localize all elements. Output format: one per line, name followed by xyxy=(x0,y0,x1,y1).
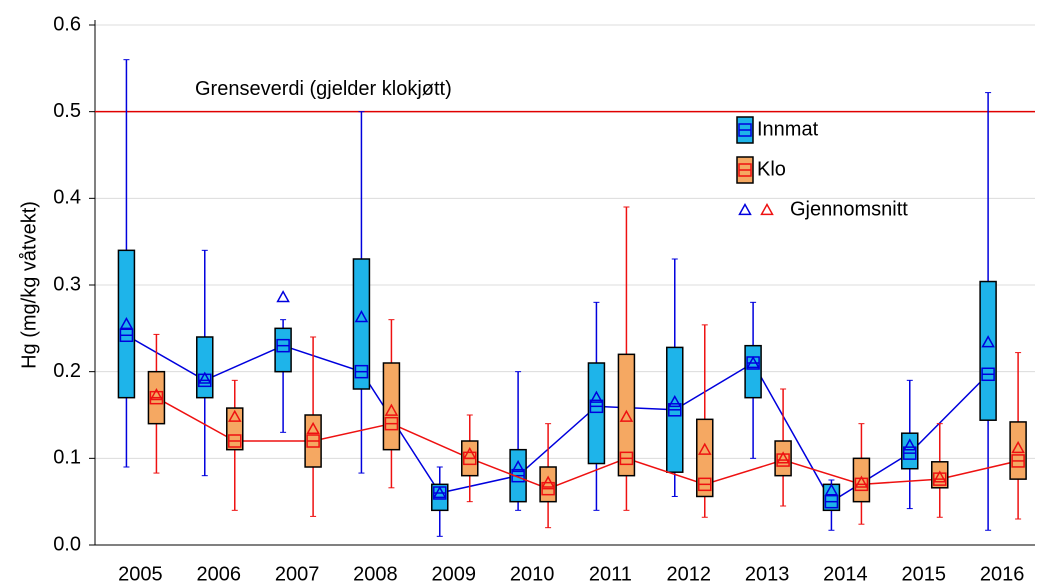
y-tick-label: 0.6 xyxy=(53,13,81,35)
legend-label: Gjennomsnitt xyxy=(790,198,908,220)
x-tick-label: 2010 xyxy=(510,563,555,585)
mean-marker xyxy=(981,335,995,348)
x-tick-label: 2008 xyxy=(353,563,398,585)
mean-marker xyxy=(149,388,164,401)
mean-marker xyxy=(589,390,604,403)
box xyxy=(744,344,762,399)
mean-marker xyxy=(746,355,760,369)
mean-marker xyxy=(462,446,477,460)
x-tick-label: 2006 xyxy=(197,563,242,585)
mean-marker xyxy=(432,485,447,499)
mean-marker xyxy=(667,394,682,408)
legend-label: Klo xyxy=(757,158,786,180)
mean-marker xyxy=(197,371,212,384)
box xyxy=(117,249,136,399)
mean-marker xyxy=(1011,440,1025,454)
mean-marker xyxy=(619,409,634,422)
mean-marker xyxy=(276,290,290,303)
box xyxy=(696,418,714,498)
y-tick-label: 0.0 xyxy=(53,533,81,555)
median-line xyxy=(126,334,989,503)
mean-marker xyxy=(854,475,869,488)
legend-mean-marker xyxy=(760,202,774,216)
x-tick-label: 2007 xyxy=(275,563,320,585)
x-tick-label: 2015 xyxy=(902,563,947,585)
mean-marker xyxy=(776,451,790,464)
x-tick-label: 2005 xyxy=(118,563,163,585)
x-tick-label: 2011 xyxy=(589,563,632,585)
y-tick-label: 0.1 xyxy=(53,447,81,469)
mean-marker xyxy=(932,470,947,483)
box xyxy=(774,440,792,477)
mean-marker xyxy=(227,409,242,422)
y-tick-label: 0.2 xyxy=(53,360,81,382)
y-axis-label: Hg (mg/kg våtvekt) xyxy=(18,201,40,369)
box xyxy=(979,280,997,421)
median-line xyxy=(156,397,1019,490)
mean-marker xyxy=(511,459,525,473)
x-tick-label: 2013 xyxy=(745,563,790,585)
box xyxy=(587,362,606,465)
x-tick-label: 2009 xyxy=(432,563,477,585)
box xyxy=(196,336,214,399)
x-tick-label: 2014 xyxy=(823,563,868,585)
y-tick-label: 0.3 xyxy=(53,273,81,295)
box xyxy=(352,258,371,390)
legend-mean-marker xyxy=(738,202,752,216)
box xyxy=(539,466,557,503)
x-tick-label: 2016 xyxy=(980,563,1025,585)
box xyxy=(1009,421,1027,480)
box xyxy=(617,353,636,477)
mean-marker xyxy=(541,475,555,488)
mean-marker xyxy=(902,438,917,451)
mean-marker xyxy=(306,421,320,435)
mean-marker xyxy=(384,403,399,416)
x-tick-label: 2012 xyxy=(667,563,712,585)
mean-marker xyxy=(824,483,839,496)
mean-marker xyxy=(354,310,369,323)
y-tick-label: 0.5 xyxy=(53,100,81,122)
y-tick-label: 0.4 xyxy=(53,187,81,209)
mean-marker xyxy=(119,316,134,330)
legend-label: Innmat xyxy=(757,118,819,140)
mean-marker xyxy=(697,442,712,455)
reference-label: Grenseverdi (gjelder klokjøtt) xyxy=(195,78,452,100)
